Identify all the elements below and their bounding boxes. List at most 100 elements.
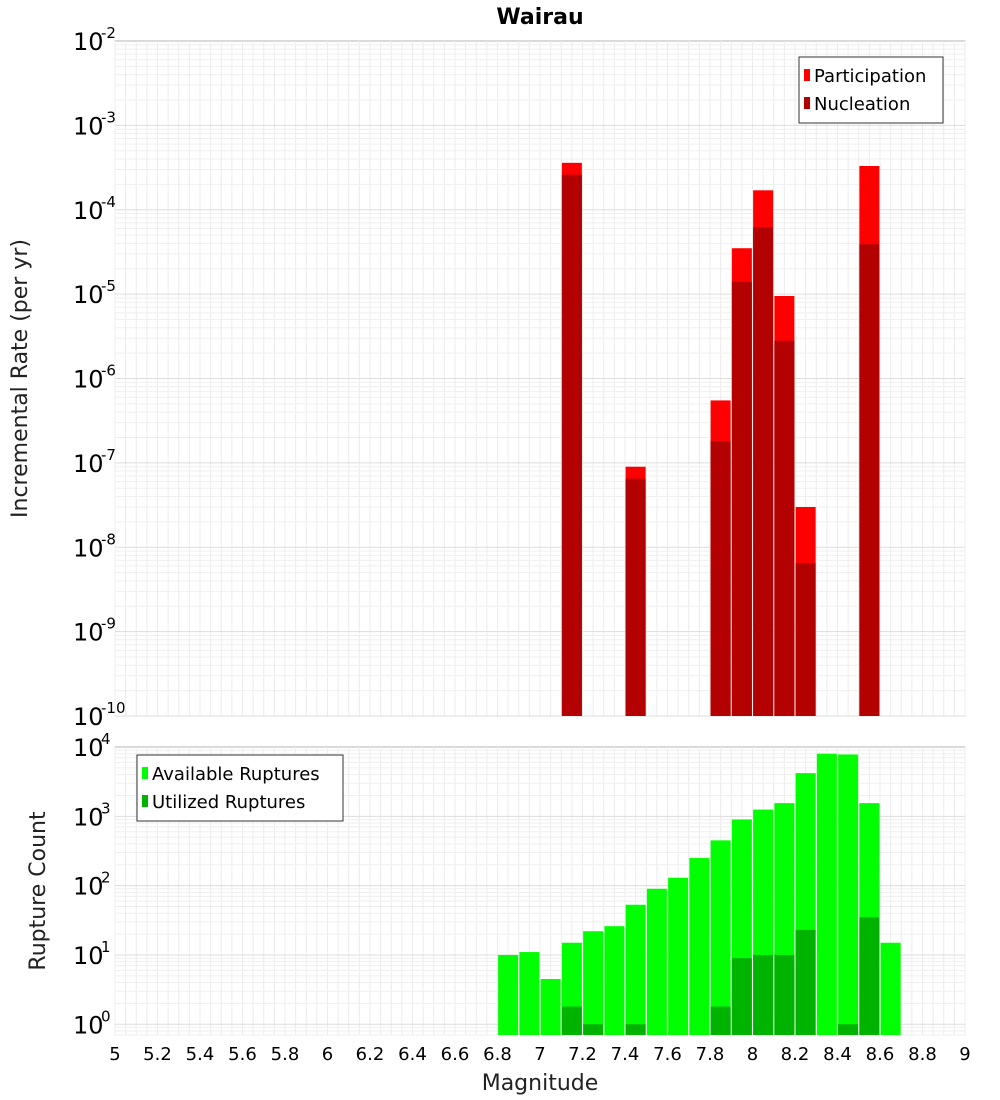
utilized-ruptures-bar	[561, 1006, 582, 1035]
legend-available-ruptures-label: Available Ruptures	[152, 764, 320, 785]
nucleation-bar	[753, 227, 774, 716]
available-ruptures-bar	[540, 978, 561, 1035]
bottom-y-tick-exponent: 2	[101, 869, 111, 887]
x-tick-labels: 5 5.2 5.4 5.6 5.8 6 6.2 6.4 6.6 6.8 7 7.2 7.4 7.6 7.8 8…	[109, 1044, 970, 1065]
top-y-tick-labels: 10-210-310-410-510-610-710-810-910-10	[73, 24, 126, 731]
legend-available-ruptures-swatch	[142, 767, 148, 779]
utilized-ruptures-bar	[583, 1024, 604, 1035]
top-y-tick-base: 10	[73, 619, 104, 647]
nucleation-bar	[561, 174, 582, 716]
utilized-ruptures-bar	[795, 929, 816, 1035]
available-ruptures-bar	[498, 954, 519, 1035]
utilized-ruptures-bar	[753, 954, 774, 1035]
utilized-ruptures-bar	[625, 1024, 646, 1035]
chart-title: Wairau	[496, 5, 583, 30]
top-y-tick-base: 10	[73, 197, 104, 225]
top-y-tick-base: 10	[73, 28, 104, 56]
x-tick-label: 7.6	[653, 1044, 682, 1065]
nucleation-bar	[795, 563, 816, 716]
legend-nucleation-label: Nucleation	[814, 94, 910, 115]
utilized-ruptures-bar	[838, 1024, 859, 1035]
x-axis-label: Magnitude	[482, 1071, 599, 1096]
top-legend: Participation Nucleation	[798, 56, 944, 124]
x-tick-label: 8.2	[781, 1044, 810, 1065]
top-bars	[561, 162, 880, 717]
utilized-ruptures-bar	[859, 917, 880, 1035]
bottom-y-tick-exponent: 4	[101, 730, 111, 748]
x-tick-label: 8.6	[866, 1044, 895, 1065]
available-ruptures-bar	[689, 858, 710, 1035]
top-y-tick-exponent: -5	[101, 277, 116, 295]
available-ruptures-bar	[519, 952, 540, 1035]
x-tick-label: 6.4	[398, 1044, 427, 1065]
available-ruptures-bar	[625, 904, 646, 1035]
x-tick-label: 5.2	[143, 1044, 172, 1065]
x-tick-label: 5.8	[271, 1044, 300, 1065]
available-ruptures-bar	[646, 888, 667, 1035]
top-gridlines	[114, 41, 966, 717]
available-ruptures-bar	[583, 931, 604, 1035]
bottom-y-tick-base: 10	[73, 803, 104, 831]
x-tick-label: 9	[959, 1044, 970, 1065]
bottom-bars	[498, 753, 901, 1035]
nucleation-bar	[859, 244, 880, 717]
available-ruptures-bar	[604, 926, 625, 1035]
bottom-y-tick-base: 10	[73, 734, 104, 762]
available-ruptures-bar	[816, 753, 837, 1035]
legend-nucleation-swatch	[804, 97, 810, 109]
x-tick-label: 7.4	[611, 1044, 640, 1065]
legend-box	[798, 56, 944, 124]
available-ruptures-bar	[880, 942, 901, 1035]
top-y-tick-exponent: -6	[101, 362, 116, 380]
top-y-tick-exponent: -4	[101, 193, 116, 211]
utilized-ruptures-bar	[774, 954, 795, 1035]
top-y-tick-base: 10	[73, 703, 104, 731]
x-tick-label: 8.8	[908, 1044, 937, 1065]
x-tick-label: 6.8	[483, 1044, 512, 1065]
bottom-y-tick-base: 10	[73, 873, 104, 901]
top-y-tick-base: 10	[73, 366, 104, 394]
nucleation-bar	[625, 478, 646, 716]
x-tick-label: 5	[109, 1044, 120, 1065]
x-tick-label: 7	[534, 1044, 545, 1065]
top-y-tick-base: 10	[73, 450, 104, 478]
utilized-ruptures-bar	[710, 1006, 731, 1035]
available-ruptures-bar	[668, 877, 689, 1035]
bottom-y-tick-exponent: 0	[101, 1007, 111, 1025]
bottom-y-tick-base: 10	[73, 1011, 104, 1039]
legend-utilized-ruptures-swatch	[142, 795, 148, 807]
x-tick-label: 6.2	[356, 1044, 385, 1065]
top-y-tick-exponent: -9	[101, 615, 116, 633]
top-y-axis-label: Incremental Rate (per yr)	[8, 239, 33, 518]
x-tick-label: 8	[747, 1044, 758, 1065]
top-y-tick-base: 10	[73, 534, 104, 562]
top-y-tick-base: 10	[73, 281, 104, 309]
top-y-tick-exponent: -3	[101, 108, 116, 126]
x-tick-label: 6.6	[441, 1044, 470, 1065]
x-tick-label: 7.8	[696, 1044, 725, 1065]
top-y-tick-exponent: -7	[101, 446, 116, 464]
x-tick-label: 6	[322, 1044, 333, 1065]
nucleation-bar	[731, 281, 752, 716]
top-y-tick-exponent: -2	[101, 24, 116, 42]
x-tick-label: 5.4	[186, 1044, 215, 1065]
bottom-y-tick-base: 10	[73, 942, 104, 970]
top-y-tick-exponent: -8	[101, 530, 116, 548]
x-tick-label: 5.6	[228, 1044, 257, 1065]
nucleation-bar	[710, 441, 731, 716]
top-y-tick-base: 10	[73, 112, 104, 140]
bottom-y-tick-exponent: 3	[101, 799, 111, 817]
legend-utilized-ruptures-label: Utilized Ruptures	[152, 792, 305, 813]
bottom-y-tick-exponent: 1	[101, 938, 111, 956]
x-tick-label: 7.2	[568, 1044, 597, 1065]
bottom-legend: Available Ruptures Utilized Ruptures	[136, 754, 344, 822]
utilized-ruptures-bar	[731, 958, 752, 1035]
x-tick-label: 8.4	[823, 1044, 852, 1065]
bottom-y-axis-label: Rupture Count	[26, 811, 51, 971]
nucleation-bar	[774, 340, 795, 716]
legend-participation-label: Participation	[814, 66, 926, 87]
top-y-tick-exponent: -10	[101, 699, 126, 717]
legend-participation-swatch	[804, 69, 810, 81]
available-ruptures-bar	[710, 840, 731, 1035]
